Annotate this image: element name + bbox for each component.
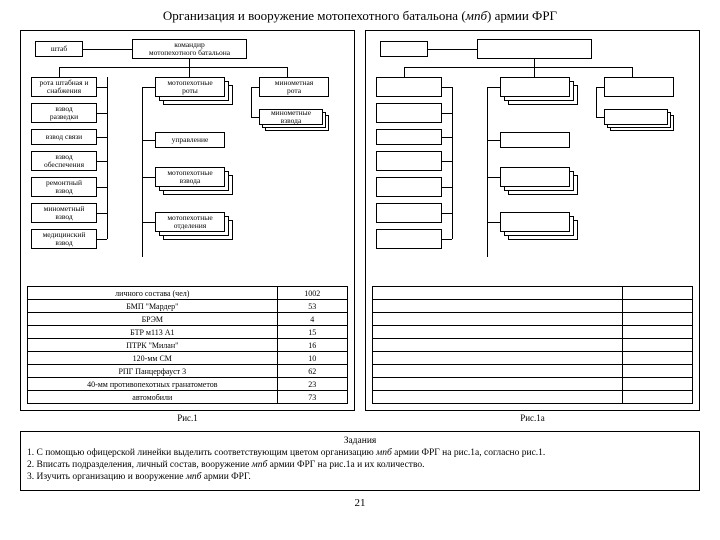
table-cell-value: 4 [277,313,347,326]
panel-left: штаб командир мотопехотного батальона ро… [20,30,355,423]
title-ital: мпб [466,8,487,23]
table-cell-label: РПГ Панцерфауст 3 [28,365,278,378]
table-cell-value: 15 [277,326,347,339]
table-cell-value: 53 [277,300,347,313]
table-cell-empty [373,378,623,391]
stack-mid-vzvoda: мотопехотные взвода [155,167,233,193]
panel-right: Рис.1а [365,30,700,423]
box-l2: взвод связи [31,129,97,145]
box-l0: рота штабная и снабжения [31,77,97,97]
box-m1: управление [155,132,225,148]
box-r1: минометные взвода [259,109,323,125]
table-cell-empty [373,313,623,326]
table-cell-empty [373,339,623,352]
table-cell-label: БМП "Мардер" [28,300,278,313]
table-cell-empty [622,365,692,378]
stack-mid-roty: мотопехотные роты [155,77,233,103]
box-l1: взвод разведки [31,103,97,123]
table-cell-label: автомобили [28,391,278,404]
table-cell-label: ПТРК "Милан" [28,339,278,352]
table-cell-empty [373,352,623,365]
box-l3: взвод обеспечения [31,151,97,171]
table-cell-label: 40-мм противопехотных гранатометов [28,378,278,391]
panels-row: штаб командир мотопехотного батальона ро… [0,30,720,423]
box-m2: мотопехотные взвода [155,167,225,187]
table-cell-value: 73 [277,391,347,404]
task-1: 1. С помощью офицерской линейки выделить… [27,448,693,460]
fig1-caption: Рис.1 [20,413,355,423]
table-cell-value: 10 [277,352,347,365]
title-post: ) армии ФРГ [487,8,557,23]
org-chart-left: штаб командир мотопехотного батальона ро… [27,37,348,282]
table-cell-value: 62 [277,365,347,378]
task-2: 2. Вписать подразделения, личный состав,… [27,460,693,472]
stack-mid-otd: мотопехотные отделения [155,212,233,238]
fig1a-caption: Рис.1а [365,413,700,423]
table-cell-empty [373,300,623,313]
table-cell-empty [373,326,623,339]
tasks-heading: Задания [27,436,693,448]
table-cell-empty [622,352,692,365]
box-m3: мотопехотные отделения [155,212,225,232]
box-m0: мотопехотные роты [155,77,225,97]
tasks-box: Задания 1. С помощью офицерской линейки … [20,431,700,491]
stack-right-vzvoda: минометные взвода [259,109,337,133]
table-cell-label: БРЭМ [28,313,278,326]
table-cell-label: БТР м113 А1 [28,326,278,339]
table-cell-label: 120-мм СМ [28,352,278,365]
org-chart-right [372,37,693,282]
task-3: 3. Изучить организацию и вооружение мпб … [27,472,693,484]
page-number: 21 [0,497,720,509]
title-pre: Организация и вооружение мотопехотного б… [163,8,466,23]
box-l4: ремонтный взвод [31,177,97,197]
box-l5: минометный взвод [31,203,97,223]
table-cell-empty [373,287,623,300]
table-cell-empty [622,339,692,352]
table-cell-empty [373,365,623,378]
table-right [372,286,693,404]
box-r0: минометная рота [259,77,329,97]
box-commander: командир мотопехотного батальона [132,39,247,59]
table-cell-empty [622,326,692,339]
table-cell-empty [622,378,692,391]
box-l6: медицинский взвод [31,229,97,249]
table-cell-empty [622,313,692,326]
table-cell-empty [622,300,692,313]
table-cell-empty [622,287,692,300]
table-cell-value: 1002 [277,287,347,300]
table-cell-label: личного состава (чел) [28,287,278,300]
box-hq: штаб [35,41,83,57]
page-title: Организация и вооружение мотопехотного б… [0,0,720,24]
table-cell-value: 23 [277,378,347,391]
table-cell-value: 16 [277,339,347,352]
table-cell-empty [622,391,692,404]
table-left: личного состава (чел)1002БМП "Мардер"53Б… [27,286,348,404]
table-cell-empty [373,391,623,404]
